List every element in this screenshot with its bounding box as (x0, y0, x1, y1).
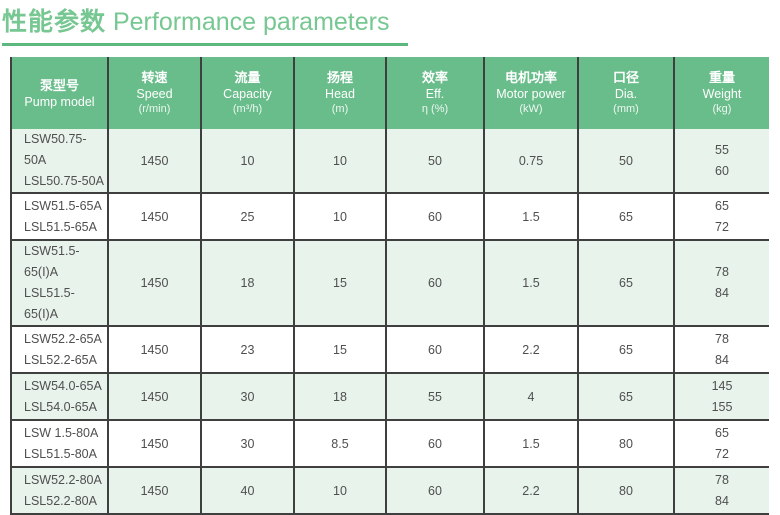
efficiency-cell: 55 (385, 373, 484, 420)
table-row: LSW54.0-65A LSL54.0-65A 1450 30 18 55 4 … (10, 373, 769, 420)
head-cell: 8.5 (293, 420, 386, 467)
efficiency-cell: 50 (385, 129, 484, 193)
motor-power-cell: 4 (483, 373, 578, 420)
weight-cell: 65 72 (673, 420, 769, 467)
speed-cell: 1450 (107, 193, 201, 240)
efficiency-cell: 60 (385, 420, 484, 467)
col-header-head: 扬程 Head (m) (293, 57, 386, 129)
capacity-cell: 10 (200, 129, 294, 193)
col-header-diameter: 口径 Dia. (mm) (577, 57, 674, 129)
col-header-efficiency: 效率 Eff. η (%) (385, 57, 484, 129)
diameter-cell: 80 (577, 467, 674, 514)
diameter-cell: 65 (577, 193, 674, 240)
col-header-motor-power: 电机功率 Motor power (kW) (483, 57, 578, 129)
table-row: LSW 1.5-80A LSL51.5-80A 1450 30 8.5 60 1… (10, 420, 769, 467)
col-header-capacity: 流量 Capacity (m³/h) (200, 57, 294, 129)
head-cell: 15 (293, 326, 386, 373)
header-row: 泵型号 Pump model 转速 Speed (r/min) 流量 Capac… (10, 57, 769, 129)
pump-model-cell: LSW52.2-80A LSL52.2-80A (10, 467, 108, 514)
efficiency-cell: 60 (385, 467, 484, 514)
capacity-cell: 30 (200, 373, 294, 420)
weight-cell: 78 84 (673, 326, 769, 373)
efficiency-cell: 60 (385, 240, 484, 326)
table-header: 泵型号 Pump model 转速 Speed (r/min) 流量 Capac… (10, 57, 769, 129)
weight-cell: 65 72 (673, 193, 769, 240)
head-cell: 18 (293, 373, 386, 420)
diameter-cell: 65 (577, 240, 674, 326)
table-row: LSW50.75-50A LSL50.75-50A 1450 10 10 50 … (10, 129, 769, 193)
title-underline (2, 43, 408, 46)
performance-parameters-table: 泵型号 Pump model 转速 Speed (r/min) 流量 Capac… (10, 57, 769, 515)
capacity-cell: 18 (200, 240, 294, 326)
efficiency-cell: 60 (385, 326, 484, 373)
pump-model-cell: LSW 1.5-80A LSL51.5-80A (10, 420, 108, 467)
diameter-cell: 50 (577, 129, 674, 193)
head-cell: 15 (293, 240, 386, 326)
motor-power-cell: 2.2 (483, 467, 578, 514)
weight-cell: 78 84 (673, 467, 769, 514)
table-body: LSW50.75-50A LSL50.75-50A 1450 10 10 50 … (10, 129, 769, 514)
head-cell: 10 (293, 129, 386, 193)
pump-model-cell: LSW54.0-65A LSL54.0-65A (10, 373, 108, 420)
page-title-chinese: 性能参数 (2, 8, 107, 36)
weight-cell: 78 84 (673, 240, 769, 326)
pump-model-cell: LSW50.75-50A LSL50.75-50A (10, 129, 108, 193)
head-cell: 10 (293, 467, 386, 514)
weight-cell: 55 60 (673, 129, 769, 193)
col-header-speed: 转速 Speed (r/min) (107, 57, 201, 129)
table-row: LSW51.5-65A LSL51.5-65A 1450 25 10 60 1.… (10, 193, 769, 240)
motor-power-cell: 0.75 (483, 129, 578, 193)
capacity-cell: 40 (200, 467, 294, 514)
col-header-pump-model: 泵型号 Pump model (10, 57, 108, 129)
diameter-cell: 65 (577, 326, 674, 373)
speed-cell: 1450 (107, 373, 201, 420)
table-row: LSW51.5-65(I)A LSL51.5-65(I)A 1450 18 15… (10, 240, 769, 326)
speed-cell: 1450 (107, 129, 201, 193)
section-header: 性能参数 Performance parameters (0, 0, 780, 46)
speed-cell: 1450 (107, 240, 201, 326)
pump-model-cell: LSW51.5-65(I)A LSL51.5-65(I)A (10, 240, 108, 326)
motor-power-cell: 1.5 (483, 240, 578, 326)
diameter-cell: 65 (577, 373, 674, 420)
capacity-cell: 30 (200, 420, 294, 467)
weight-cell: 145 155 (673, 373, 769, 420)
speed-cell: 1450 (107, 467, 201, 514)
motor-power-cell: 1.5 (483, 420, 578, 467)
head-cell: 10 (293, 193, 386, 240)
diameter-cell: 80 (577, 420, 674, 467)
capacity-cell: 23 (200, 326, 294, 373)
pump-model-cell: LSW51.5-65A LSL51.5-65A (10, 193, 108, 240)
efficiency-cell: 60 (385, 193, 484, 240)
speed-cell: 1450 (107, 420, 201, 467)
capacity-cell: 25 (200, 193, 294, 240)
page-title-english: Performance parameters (112, 8, 390, 36)
speed-cell: 1450 (107, 326, 201, 373)
motor-power-cell: 2.2 (483, 326, 578, 373)
table-row: LSW52.2-80A LSL52.2-80A 1450 40 10 60 2.… (10, 467, 769, 514)
table-row: LSW52.2-65A LSL52.2-65A 1450 23 15 60 2.… (10, 326, 769, 373)
pump-model-cell: LSW52.2-65A LSL52.2-65A (10, 326, 108, 373)
page-title: 性能参数 Performance parameters (2, 7, 780, 37)
col-header-weight: 重量 Weight (kg) (673, 57, 769, 129)
motor-power-cell: 1.5 (483, 193, 578, 240)
